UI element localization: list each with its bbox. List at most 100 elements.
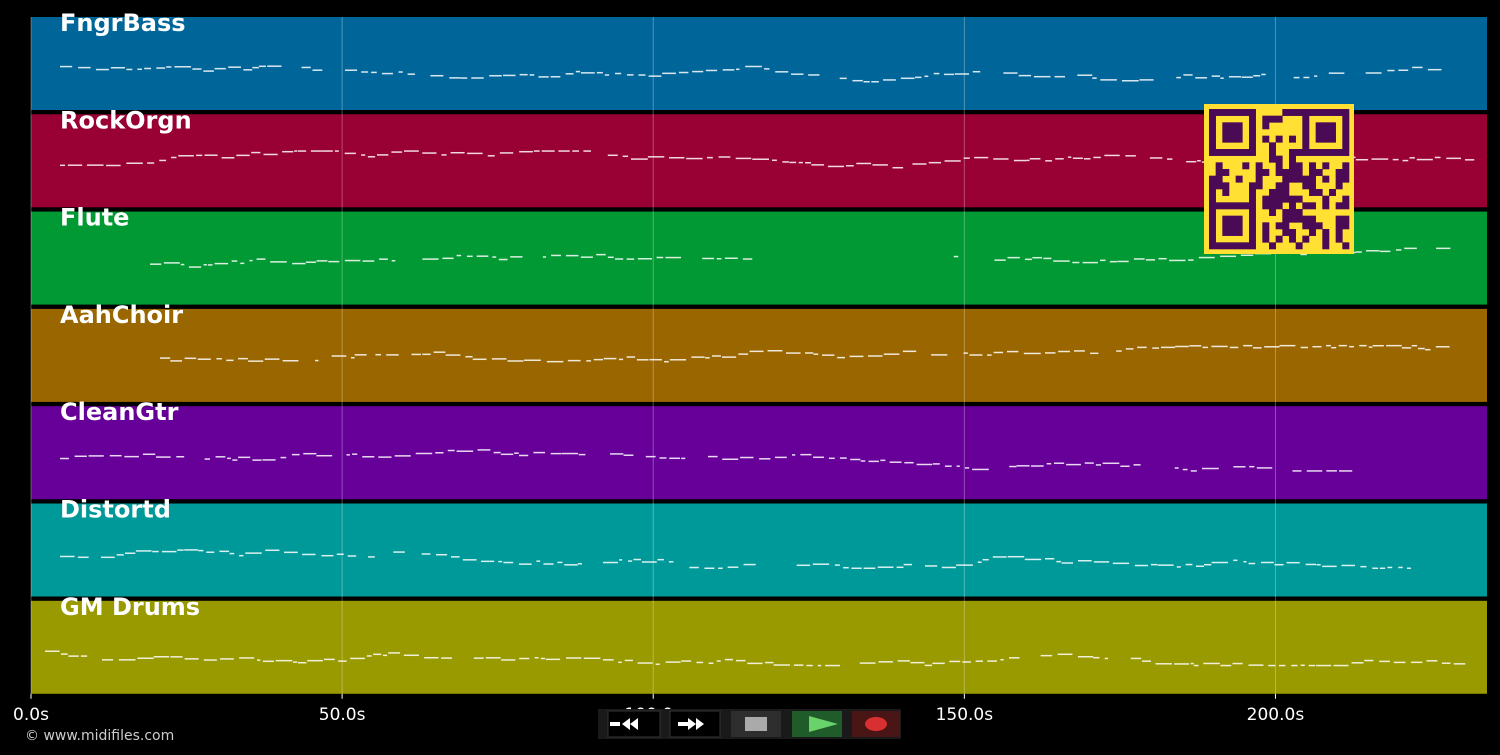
note-texture — [352, 453, 358, 455]
note-texture — [828, 457, 835, 460]
note-texture — [1013, 159, 1027, 162]
qr-module — [1295, 149, 1303, 156]
note-texture — [1341, 564, 1355, 567]
qr-module — [1315, 169, 1323, 176]
qr-module — [1335, 229, 1343, 236]
note-texture — [987, 660, 997, 662]
note-texture — [126, 162, 143, 164]
note-texture — [941, 566, 956, 569]
note-texture — [993, 158, 1009, 160]
qr-module — [1215, 162, 1223, 170]
note-texture — [627, 74, 634, 76]
qr-module — [1249, 142, 1256, 150]
note-texture — [1203, 662, 1220, 665]
note-texture — [702, 257, 715, 260]
note-texture — [619, 559, 623, 561]
note-texture — [752, 158, 770, 160]
note-texture — [813, 456, 825, 459]
qr-module — [1209, 129, 1216, 136]
qr-module — [1249, 115, 1256, 123]
note-texture — [184, 357, 197, 360]
note-texture — [519, 73, 528, 76]
qr-module — [1282, 229, 1290, 236]
qr-module — [1249, 242, 1256, 250]
note-texture — [1100, 79, 1117, 81]
copyright: © www.midifiles.com — [25, 728, 174, 744]
note-texture — [805, 162, 812, 164]
note-texture — [1109, 260, 1117, 263]
qr-module — [1282, 189, 1290, 196]
play-button[interactable] — [792, 711, 842, 737]
qr-module — [1249, 122, 1256, 130]
qr-module — [1249, 215, 1256, 223]
qr-module — [1322, 149, 1330, 156]
qr-module — [1309, 229, 1316, 236]
note-texture — [1186, 160, 1197, 163]
note-texture — [771, 159, 777, 162]
qr-module — [1329, 149, 1336, 156]
note-texture — [1411, 344, 1418, 347]
note-texture — [238, 456, 251, 459]
track-name: FngrBass — [60, 9, 186, 37]
note-texture — [1016, 465, 1030, 467]
note-texture — [924, 664, 933, 667]
rewind-button[interactable] — [607, 710, 661, 738]
qr-module — [1342, 195, 1350, 203]
qr-module — [1235, 109, 1243, 116]
note-texture — [180, 263, 185, 266]
note-texture — [541, 150, 555, 152]
note-texture — [1355, 251, 1362, 253]
note-texture — [827, 165, 845, 168]
note-texture — [880, 459, 886, 462]
note-texture — [1176, 566, 1181, 568]
note-texture — [871, 81, 879, 83]
note-texture — [1045, 160, 1053, 162]
note-texture — [411, 353, 422, 356]
note-texture — [493, 451, 501, 454]
note-texture — [965, 467, 970, 469]
note-texture — [1018, 74, 1032, 77]
note-texture — [852, 79, 863, 82]
note-texture — [767, 349, 783, 352]
note-texture — [366, 655, 372, 657]
note-texture — [662, 72, 676, 75]
note-texture — [1314, 75, 1318, 77]
note-texture — [931, 354, 948, 356]
note-texture — [447, 449, 455, 452]
note-texture — [1152, 347, 1160, 349]
note-texture — [524, 359, 541, 361]
note-texture — [361, 154, 366, 156]
note-texture — [1030, 465, 1044, 467]
note-texture — [203, 70, 214, 72]
note-texture — [1300, 346, 1309, 349]
note-texture — [872, 164, 888, 166]
note-texture — [473, 657, 484, 659]
note-texture — [567, 359, 581, 362]
note-texture — [518, 454, 529, 457]
note-texture — [1112, 562, 1130, 565]
qr-module — [1295, 242, 1303, 250]
note-texture — [883, 79, 896, 81]
fast-forward-button[interactable] — [669, 710, 721, 738]
qr-module — [1282, 182, 1290, 190]
note-texture — [900, 77, 915, 80]
note-texture — [315, 359, 319, 362]
note-texture — [381, 72, 393, 75]
note-texture — [1333, 664, 1349, 667]
note-texture — [892, 166, 904, 169]
note-texture — [1190, 470, 1197, 472]
stop-button[interactable] — [731, 711, 781, 737]
qr-module — [1249, 189, 1256, 196]
note-texture — [316, 454, 333, 457]
note-texture — [1175, 345, 1189, 348]
record-button[interactable] — [852, 711, 900, 737]
qr-module — [1249, 182, 1256, 190]
note-texture — [534, 657, 539, 659]
qr-module — [1209, 215, 1216, 223]
note-texture — [1398, 566, 1403, 569]
note-texture — [312, 69, 323, 71]
note-texture — [1351, 662, 1364, 664]
qr-module — [1242, 242, 1250, 250]
x-tick-label: 150.0s — [936, 705, 994, 725]
